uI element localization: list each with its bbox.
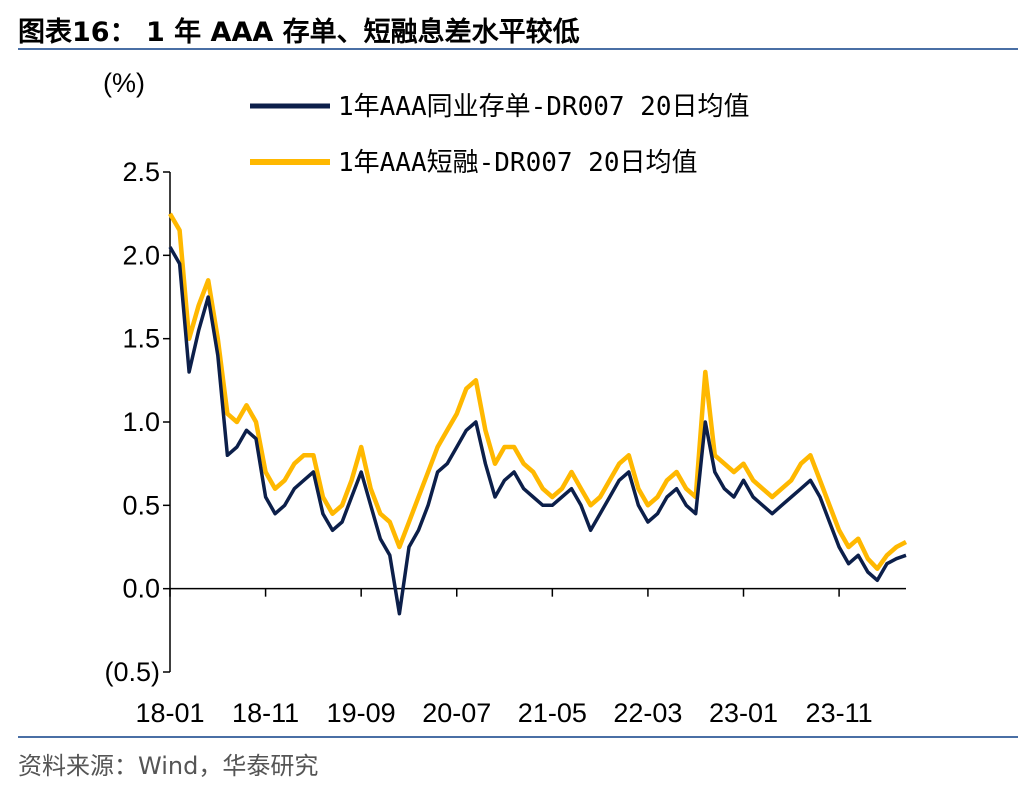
axes — [163, 171, 906, 673]
title-rule — [18, 48, 1018, 50]
tick-labels: 2.5 2.0 1.5 1.0 0.5 0.0 (0.5) (%) 18-01 18-11 19-0… — [103, 68, 873, 728]
x-tick-label: 21-05 — [518, 698, 587, 728]
y-tick-label: (0.5) — [104, 657, 160, 687]
y-tick-label: 1.0 — [122, 407, 160, 437]
series-line-1 — [168, 246, 907, 616]
x-tick-label: 20-07 — [422, 698, 491, 728]
source-note: 资料来源：Wind，华泰研究 — [18, 752, 319, 780]
figure-title: 图表16： 1 年 AAA 存单、短融息差水平较低 — [18, 17, 580, 48]
x-tick-label: 18-01 — [135, 698, 204, 728]
x-tick-label: 23-01 — [709, 698, 778, 728]
legend-label-1: 1年AAA同业存单-DR007 20日均值 — [338, 92, 750, 122]
footer-rule — [18, 736, 1018, 738]
y-axis-unit-label: (%) — [103, 68, 145, 98]
x-tick-label: 18-11 — [232, 698, 299, 728]
x-tick-label: 19-09 — [327, 698, 396, 728]
y-tick-label: 2.5 — [122, 157, 160, 187]
series-lines — [168, 212, 908, 616]
y-tick-label: 1.5 — [122, 324, 160, 354]
legend: 1年AAA同业存单-DR007 20日均值 1年AAA短融-DR007 20日均值 — [250, 92, 750, 178]
y-tick-label: 0.0 — [122, 574, 160, 604]
legend-label-2: 1年AAA短融-DR007 20日均值 — [338, 148, 698, 178]
x-tick-label: 23-11 — [806, 698, 873, 728]
y-tick-label: 0.5 — [122, 490, 160, 520]
y-tick-label: 2.0 — [122, 240, 160, 270]
x-tick-label: 22-03 — [613, 698, 682, 728]
series-line-2 — [168, 212, 908, 571]
